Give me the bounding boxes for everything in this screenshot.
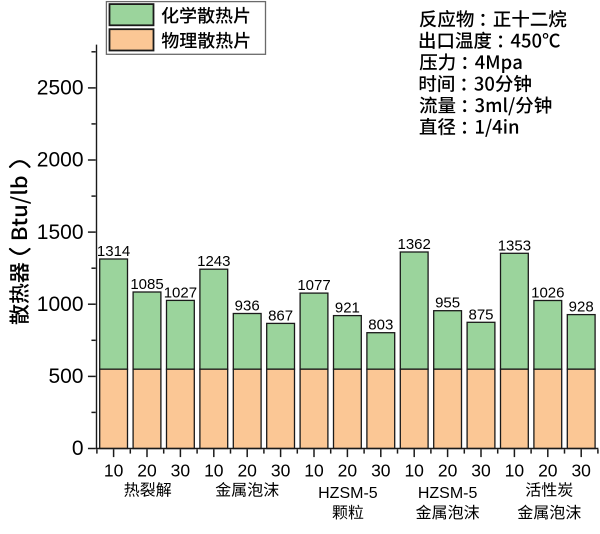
svg-text:10: 10 — [505, 460, 525, 480]
svg-text:936: 936 — [235, 298, 260, 315]
svg-text:500: 500 — [48, 365, 83, 388]
svg-text:2000: 2000 — [37, 149, 84, 172]
svg-text:1027: 1027 — [164, 284, 197, 301]
svg-text:1000: 1000 — [37, 293, 84, 316]
svg-text:10: 10 — [204, 460, 224, 480]
svg-text:HZSM-5: HZSM-5 — [418, 485, 478, 502]
svg-text:20: 20 — [237, 460, 257, 480]
svg-text:955: 955 — [435, 295, 460, 312]
svg-text:1077: 1077 — [297, 277, 330, 294]
svg-text:803: 803 — [368, 317, 393, 334]
svg-text:1243: 1243 — [197, 253, 230, 270]
svg-text:10: 10 — [404, 460, 424, 480]
svg-text:10: 10 — [104, 460, 124, 480]
svg-text:10: 10 — [304, 460, 324, 480]
svg-text:20: 20 — [438, 460, 458, 480]
svg-text:1026: 1026 — [531, 285, 564, 302]
svg-text:30: 30 — [471, 460, 491, 480]
svg-text:1500: 1500 — [37, 221, 84, 244]
svg-text:928: 928 — [569, 299, 594, 316]
svg-text:1085: 1085 — [130, 276, 163, 293]
svg-text:1362: 1362 — [398, 236, 431, 253]
svg-text:20: 20 — [338, 460, 358, 480]
svg-text:0: 0 — [72, 437, 84, 460]
svg-text:875: 875 — [468, 306, 493, 323]
svg-text:HZSM-5: HZSM-5 — [318, 485, 378, 502]
svg-text:20: 20 — [137, 460, 157, 480]
svg-text:20: 20 — [538, 460, 558, 480]
svg-text:1314: 1314 — [97, 243, 130, 260]
svg-text:30: 30 — [171, 460, 191, 480]
svg-text:921: 921 — [335, 300, 360, 317]
svg-text:30: 30 — [371, 460, 391, 480]
svg-text:30: 30 — [571, 460, 591, 480]
svg-text:1353: 1353 — [498, 237, 531, 254]
svg-text:30: 30 — [271, 460, 291, 480]
svg-text:867: 867 — [268, 307, 293, 324]
svg-text:2500: 2500 — [37, 77, 84, 100]
